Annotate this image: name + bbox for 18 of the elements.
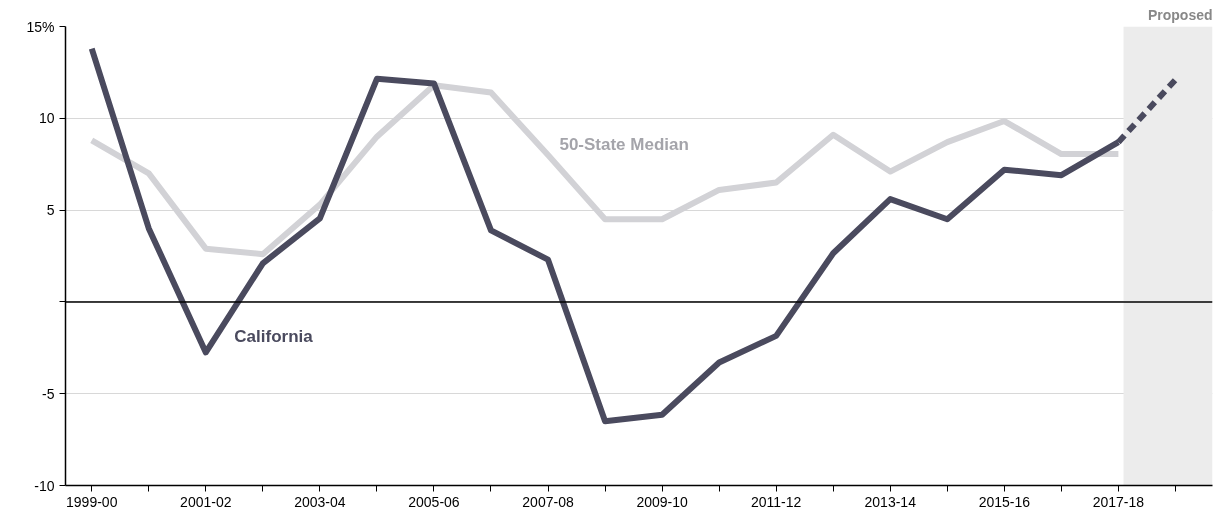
y-tick-label: 15%: [26, 18, 55, 35]
y-tick-label: 10: [38, 110, 55, 127]
x-tick-label: 2009-10: [636, 493, 688, 510]
x-tick-label: 2013-14: [864, 493, 917, 510]
x-tick-label: 2003-04: [294, 493, 346, 510]
text: Proposed: [1147, 6, 1213, 23]
x-tick-label: 2007-08: [522, 493, 574, 510]
y-tick-label: 5: [46, 202, 55, 219]
x-tick-label: 2017-18: [1092, 493, 1145, 510]
y-tick-label: -10: [34, 477, 55, 494]
x-tick-label: 2011-12: [751, 493, 802, 510]
x-tick-label: 2005-06: [408, 493, 460, 510]
series-label: 50-State Median: [559, 135, 689, 155]
y-tick-label: -5: [42, 385, 55, 402]
series-label: California: [234, 326, 314, 346]
x-tick-label: 2001-02: [180, 493, 232, 510]
x-tick-label: 1999-00: [66, 493, 118, 510]
x-tick-label: 2015-16: [978, 493, 1031, 510]
